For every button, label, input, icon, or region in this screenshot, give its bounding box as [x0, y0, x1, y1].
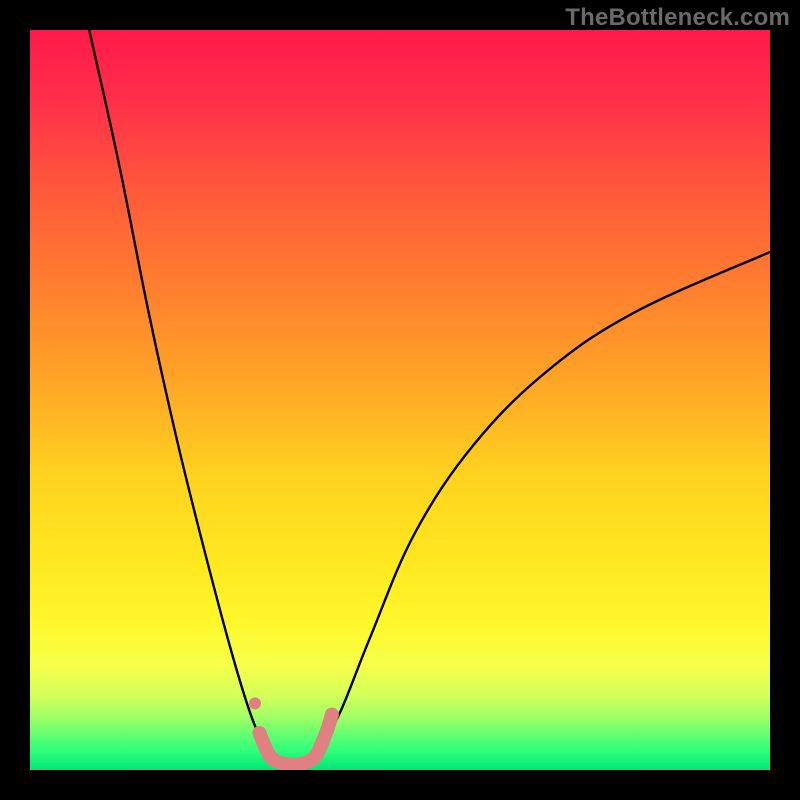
watermark-text: TheBottleneck.com [565, 4, 790, 32]
chart-container: TheBottleneck.com [0, 0, 800, 800]
gradient-plot-area [30, 30, 770, 770]
